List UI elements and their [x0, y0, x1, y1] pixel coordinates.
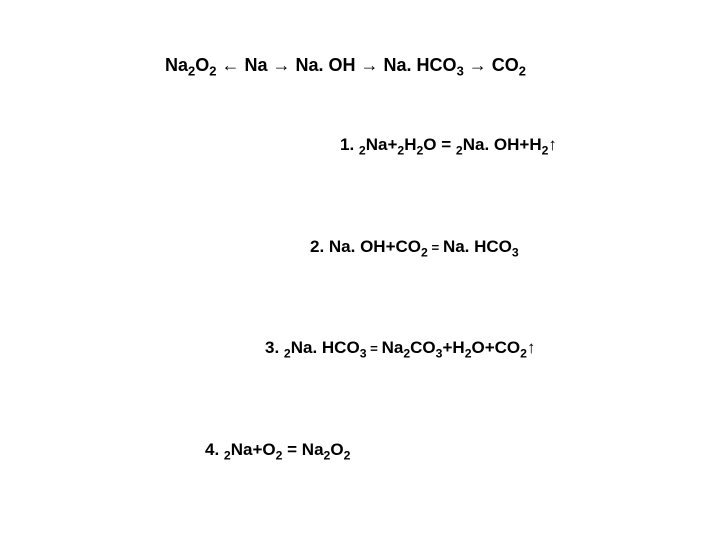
- eq-equals: =: [367, 341, 382, 356]
- eq-text: O+CO: [472, 338, 521, 357]
- eq-sub: 2: [520, 346, 527, 360]
- eq-text: Na: [382, 338, 404, 357]
- reaction-chain: Na2O2 ← Na → Na. OH → Na. HCO3 → CO2: [165, 55, 526, 79]
- eq-text: H: [404, 135, 416, 154]
- eq-text: Na. OH+CO: [329, 237, 421, 256]
- arrow-left: ←: [216, 55, 244, 75]
- eq-text: O: [330, 440, 343, 459]
- eq-prefix: 2.: [310, 237, 329, 256]
- eq-text: = Na: [282, 440, 323, 459]
- gas-arrow-icon: ↑: [527, 338, 536, 357]
- eq-text: Na. HCO: [443, 237, 512, 256]
- equation-4: 4. 2Na+O2 = Na2O2: [205, 440, 350, 462]
- chain-text: Na: [165, 55, 188, 75]
- eq-text: Na+O: [231, 440, 276, 459]
- eq-coef: 2: [456, 143, 463, 157]
- eq-equals: =: [428, 240, 443, 255]
- equation-1: 1. 2Na+2H2O = 2Na. OH+H2↑: [340, 135, 557, 157]
- eq-coef: 2: [359, 143, 366, 157]
- chain-text: Na. OH: [296, 55, 356, 75]
- eq-sub: 2: [344, 448, 351, 462]
- equation-2: 2. Na. OH+CO2 = Na. HCO3: [310, 237, 519, 259]
- chain-text: O: [195, 55, 209, 75]
- arrow-right: →: [356, 55, 384, 75]
- eq-text: +H: [442, 338, 464, 357]
- chain-sub: 3: [457, 64, 464, 79]
- eq-text: CO: [410, 338, 436, 357]
- arrow-right: →: [464, 55, 492, 75]
- eq-coef: 2: [224, 448, 231, 462]
- gas-arrow-icon: ↑: [548, 135, 557, 154]
- eq-text: O =: [423, 135, 456, 154]
- chain-text: Na: [244, 55, 267, 75]
- eq-sub: 2: [465, 346, 472, 360]
- equation-3: 3. 2Na. HCO3 = Na2CO3+H2O+CO2↑: [265, 338, 535, 360]
- chain-text: Na. HCO: [384, 55, 457, 75]
- eq-coef: 2: [284, 346, 291, 360]
- eq-prefix: 4.: [205, 440, 224, 459]
- chain-sub: 2: [519, 64, 526, 79]
- eq-text: Na. OH+H: [463, 135, 542, 154]
- eq-text: Na. HCO: [291, 338, 360, 357]
- eq-prefix: 3.: [265, 338, 284, 357]
- chain-text: CO: [492, 55, 519, 75]
- eq-text: Na+: [366, 135, 398, 154]
- eq-sub: 3: [512, 245, 519, 259]
- eq-sub: 3: [360, 346, 367, 360]
- eq-sub: 2: [421, 245, 428, 259]
- eq-prefix: 1.: [340, 135, 359, 154]
- arrow-right: →: [268, 55, 296, 75]
